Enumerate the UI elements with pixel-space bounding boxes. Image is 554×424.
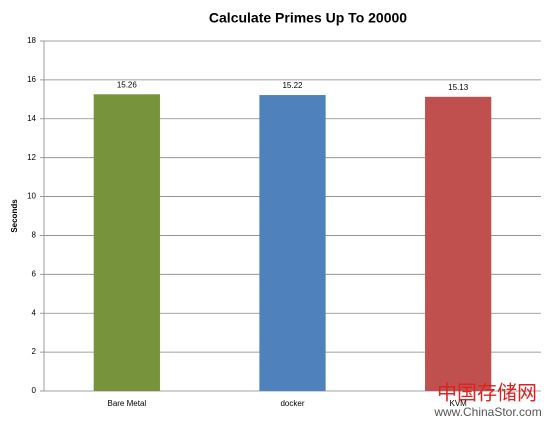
y-tick-label: 12 <box>27 153 36 162</box>
y-tick-label: 18 <box>27 36 36 45</box>
x-tick-label: KVM <box>449 399 467 408</box>
y-axis-label: Seconds <box>10 199 19 233</box>
y-tick-label: 0 <box>32 386 37 395</box>
y-tick-label: 6 <box>32 269 37 278</box>
y-tick-label: 2 <box>32 347 37 356</box>
x-tick-label: Bare Metal <box>107 399 146 408</box>
watermark-url: www.ChinaStor.com <box>433 405 541 419</box>
x-tick-label: docker <box>280 399 304 408</box>
watermark-brand: 中国存储网 <box>437 381 537 404</box>
value-label: 15.22 <box>282 81 303 90</box>
bar <box>425 96 492 392</box>
value-label: 15.26 <box>117 80 138 89</box>
chart-title: Calculate Primes Up To 20000 <box>209 10 407 26</box>
bar <box>93 94 160 392</box>
y-tick-label: 14 <box>27 114 36 123</box>
y-tick-label: 10 <box>27 192 36 201</box>
value-label: 15.13 <box>448 83 469 92</box>
y-tick-label: 8 <box>32 231 37 240</box>
y-tick-label: 4 <box>32 308 37 317</box>
bar <box>259 95 326 392</box>
y-tick-label: 16 <box>27 75 36 84</box>
